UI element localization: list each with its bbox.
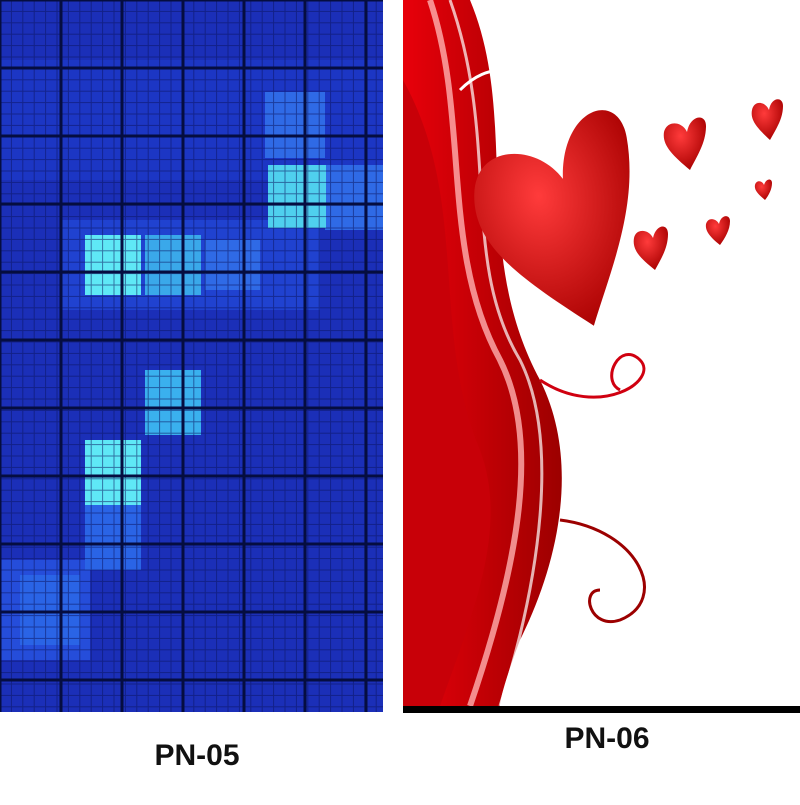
- panel-blue: [0, 0, 383, 712]
- panel-label: PN-06: [564, 722, 649, 755]
- panel-label: PN-05: [154, 739, 239, 772]
- panel-hearts: [403, 0, 800, 713]
